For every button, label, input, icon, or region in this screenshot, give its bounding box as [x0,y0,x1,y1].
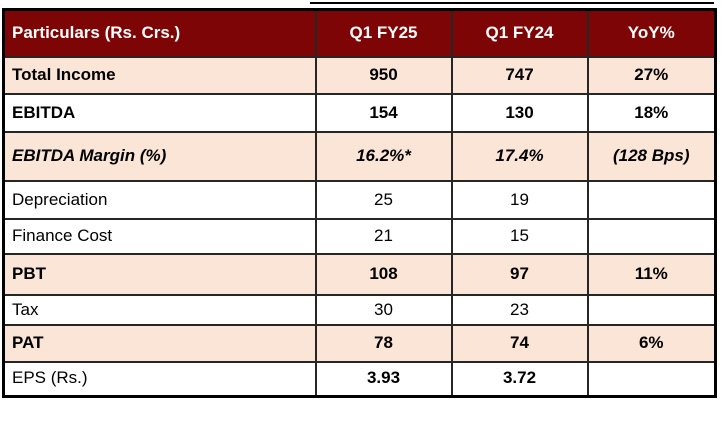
table-row-tax: Tax 30 23 [2,294,717,326]
cell-total-income-q1fy25: 950 [314,56,453,95]
column-header-q1fy24: Q1 FY24 [450,8,589,58]
cell-finance-cost-q1fy25: 21 [314,218,453,255]
cell-pat-yoy: 6% [586,324,717,363]
cell-ebitda-margin-q1fy25: 16.2%* [314,131,453,182]
financial-results-table: Particulars (Rs. Crs.) Q1 FY25 Q1 FY24 Y… [2,8,717,398]
cell-pat-q1fy24: 74 [450,324,589,363]
table-row-depreciation: Depreciation 25 19 [2,180,717,220]
table-row-total-income: Total Income 950 747 27% [2,56,717,95]
cell-ebitda-margin-yoy: (128 Bps) [586,131,717,182]
cell-tax-q1fy24: 23 [450,294,589,326]
cell-depreciation-q1fy24: 19 [450,180,589,220]
row-label-total-income: Total Income [2,56,317,95]
table-row-eps: EPS (Rs.) 3.93 3.72 [2,361,717,397]
row-label-depreciation: Depreciation [2,180,317,220]
cell-pbt-q1fy24: 97 [450,253,589,296]
cell-pat-q1fy25: 78 [314,324,453,363]
column-header-yoy: YoY% [586,8,717,58]
cell-eps-q1fy24: 3.72 [450,361,589,397]
row-label-finance-cost: Finance Cost [2,218,317,255]
row-label-ebitda: EBITDA [2,93,317,133]
row-label-pbt: PBT [2,253,317,296]
row-label-eps: EPS (Rs.) [2,361,317,397]
table-row-ebitda: EBITDA 154 130 18% [2,93,717,133]
table-row-finance-cost: Finance Cost 21 15 [2,218,717,255]
cell-total-income-q1fy24: 747 [450,56,589,95]
row-label-tax: Tax [2,294,317,326]
cell-finance-cost-q1fy24: 15 [450,218,589,255]
table-row-ebitda-margin: EBITDA Margin (%) 16.2%* 17.4% (128 Bps) [2,131,717,182]
cell-ebitda-q1fy25: 154 [314,93,453,133]
cell-ebitda-q1fy24: 130 [450,93,589,133]
cell-pbt-q1fy25: 108 [314,253,453,296]
cell-pbt-yoy: 11% [586,253,717,296]
cell-tax-yoy [586,294,717,326]
cell-eps-yoy [586,361,717,397]
cell-tax-q1fy25: 30 [314,294,453,326]
column-header-particulars: Particulars (Rs. Crs.) [2,8,317,58]
row-label-ebitda-margin: EBITDA Margin (%) [2,131,317,182]
top-divider-line [310,2,714,4]
cell-ebitda-margin-q1fy24: 17.4% [450,131,589,182]
table-row-pat: PAT 78 74 6% [2,324,717,363]
cell-total-income-yoy: 27% [586,56,717,95]
cell-finance-cost-yoy [586,218,717,255]
cell-eps-q1fy25: 3.93 [314,361,453,397]
row-label-pat: PAT [2,324,317,363]
cell-depreciation-yoy [586,180,717,220]
cell-depreciation-q1fy25: 25 [314,180,453,220]
table-row-pbt: PBT 108 97 11% [2,253,717,296]
header-row: Particulars (Rs. Crs.) Q1 FY25 Q1 FY24 Y… [2,8,717,58]
cell-ebitda-yoy: 18% [586,93,717,133]
column-header-q1fy25: Q1 FY25 [314,8,453,58]
